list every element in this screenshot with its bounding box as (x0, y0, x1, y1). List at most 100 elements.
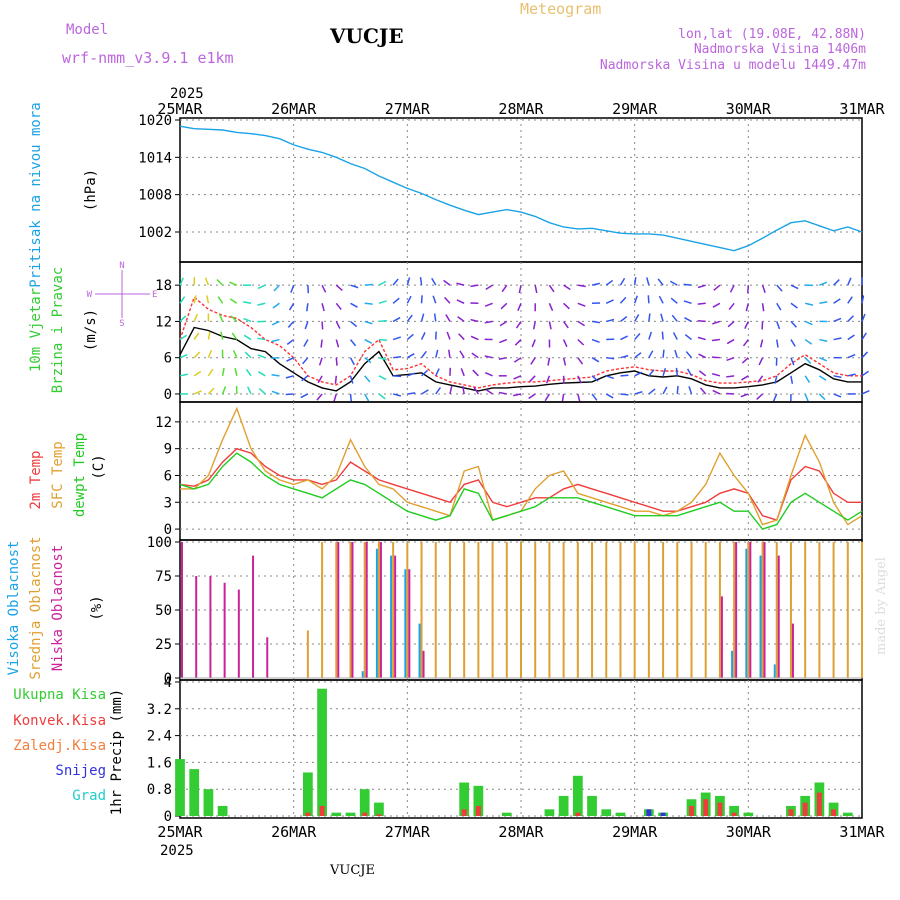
wind-barb (364, 338, 373, 344)
wind-barb (350, 302, 358, 308)
wind-barb (620, 354, 629, 359)
wind-barb (349, 339, 357, 347)
wind-barb (847, 353, 856, 359)
wind-barb (257, 302, 266, 306)
y-tick-label: 1020 (138, 113, 172, 129)
wind-barb (672, 332, 678, 340)
wind-barb (819, 301, 828, 305)
wind-barb (606, 318, 615, 323)
wind-barb (484, 372, 493, 377)
wind-barb (179, 277, 184, 286)
wind-barb (727, 320, 735, 328)
model-label: Model (66, 22, 108, 38)
wind-barb (513, 375, 522, 380)
convective-rain-bar (362, 812, 368, 816)
wind-barb (392, 297, 400, 304)
wind-barb (470, 284, 479, 288)
clouds-panel: Visoka Oblacnost Srednja Oblacnost Niska… (6, 535, 863, 687)
wind-barb (776, 339, 779, 348)
total-rain-bar (501, 812, 512, 816)
wind-barb (321, 284, 327, 293)
wind-barb (633, 295, 638, 304)
total-rain-bar (345, 812, 356, 816)
snow-bar (660, 812, 666, 816)
wind-barb (619, 277, 626, 286)
pressure-line (179, 125, 863, 252)
compass-s: S (119, 319, 124, 329)
wind-barb (229, 281, 238, 286)
wind-barb (518, 284, 522, 294)
wind-barb (712, 389, 721, 395)
wind-barb (207, 387, 215, 395)
wind-barb (435, 349, 439, 358)
wind-barb (548, 321, 552, 330)
wind-barb (819, 356, 828, 362)
y-tick-label: 3 (164, 495, 172, 511)
y-tick-label: 1014 (138, 150, 172, 166)
wind-barb (498, 391, 507, 395)
wind-barb (470, 335, 479, 341)
convective-rain-bar (475, 805, 481, 816)
wind-barb (458, 333, 465, 341)
cloud-units: (%) (89, 595, 105, 620)
total-rain-bar (317, 688, 327, 816)
wind-units: (m/s) (83, 309, 99, 351)
wind-barb (861, 313, 866, 322)
wind-barb (563, 302, 570, 310)
y-tick-label: 6 (164, 468, 172, 484)
pressure-ylabel: Pritisak na nivou mora (28, 102, 44, 287)
total-rain-bar (175, 759, 185, 816)
wind-barb (244, 351, 252, 359)
wind-barb (207, 368, 214, 377)
y-tick-label: 0 (164, 671, 172, 687)
wind-barb (685, 351, 693, 359)
wind-barb (432, 295, 437, 304)
temp-units: (C) (91, 454, 107, 479)
wind-barb (861, 370, 869, 377)
wind-barb (472, 369, 479, 377)
wind-barb (790, 375, 794, 384)
wind-barb (804, 338, 813, 345)
wind-barb (285, 375, 294, 379)
wind-barb (364, 320, 373, 325)
wind-barb (303, 339, 309, 347)
wind-barb (335, 321, 341, 329)
wind-barb (818, 393, 826, 401)
wind-barb (591, 320, 601, 324)
wind-barb (335, 302, 342, 311)
wind-barb (513, 357, 522, 363)
wind-barb (420, 332, 426, 340)
total-rain-bar (842, 812, 853, 816)
y-tick-label: 0.8 (147, 782, 172, 798)
cloud-ylabel-2: Srednja Oblacnost (28, 536, 44, 679)
wind-barb (684, 317, 692, 323)
wind-barb (335, 284, 343, 291)
wind-barb (711, 373, 721, 377)
wind-barb (620, 374, 629, 377)
wind-barb (804, 302, 814, 306)
wind-barb (258, 388, 266, 395)
wind-barb (514, 339, 522, 346)
wind-barb (378, 319, 387, 323)
wind-barb (819, 338, 828, 342)
wind-barb (258, 371, 266, 377)
total-rain-bar (729, 805, 739, 816)
total-rain-bar (473, 785, 484, 816)
wind-barb (435, 387, 442, 395)
wind-barb (515, 321, 522, 329)
wind-barb (861, 390, 870, 395)
wind-barb (257, 337, 266, 341)
wind-barb (350, 284, 359, 289)
wind-barb (243, 301, 252, 305)
wind-barb (697, 336, 706, 341)
wind-barb (698, 353, 707, 359)
convective-rain-bar (319, 805, 325, 816)
wind-barb (528, 393, 536, 400)
wind-barb (446, 331, 451, 340)
legend-snow: Snijeg (55, 763, 106, 779)
wind-barb (756, 393, 764, 400)
y-tick-label: 0 (164, 387, 172, 403)
x-tick-label: 28MAR (498, 100, 544, 118)
x-axis-top: 25MAR 26MAR 27MAR 28MAR 29MAR 30MAR 31MAR (157, 100, 885, 118)
